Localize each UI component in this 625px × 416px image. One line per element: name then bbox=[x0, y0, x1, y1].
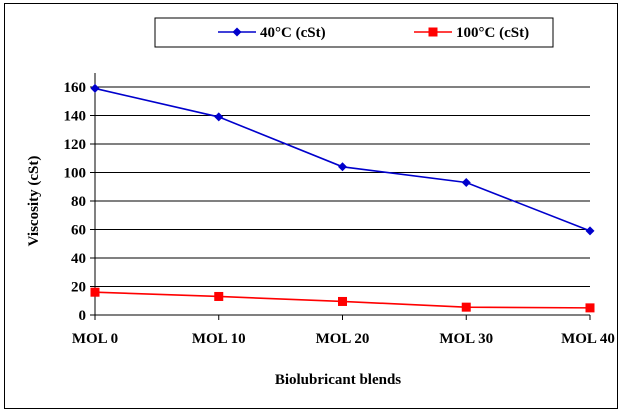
y-tick-label-60: 60 bbox=[71, 223, 86, 239]
y-tick-label-120: 120 bbox=[64, 137, 87, 153]
legend-marker-0 bbox=[232, 27, 242, 37]
chart-frame bbox=[4, 3, 618, 409]
x-tick-label-0: MOL 0 bbox=[72, 331, 118, 347]
legend-label-0: 40°C (cSt) bbox=[260, 25, 326, 41]
legend-label-1: 100°C (cSt) bbox=[456, 25, 529, 41]
y-tick-label-100: 100 bbox=[64, 166, 87, 182]
x-tick-label-2: MOL 20 bbox=[316, 331, 370, 347]
series-100c bbox=[90, 287, 595, 313]
y-tick-label-140: 140 bbox=[64, 109, 87, 125]
y-tick-label-80: 80 bbox=[71, 194, 86, 210]
data-point-0-3 bbox=[461, 177, 471, 187]
data-point-0-2 bbox=[338, 162, 347, 172]
series-group bbox=[90, 83, 595, 313]
y-axis-title: Viscosity (cSt) bbox=[26, 156, 42, 247]
data-point-1-2 bbox=[338, 296, 347, 306]
series-line-0 bbox=[94, 87, 591, 232]
data-point-0-0 bbox=[90, 83, 100, 93]
data-point-1-1 bbox=[214, 291, 224, 301]
data-point-0-1 bbox=[214, 112, 224, 122]
data-point-1-3 bbox=[461, 302, 471, 312]
legend-marker-1 bbox=[428, 27, 438, 37]
y-tick-label-160: 160 bbox=[64, 80, 87, 96]
series-40c bbox=[90, 83, 595, 236]
legend: 40°C (cSt) 100°C (cSt) bbox=[154, 17, 554, 48]
x-tick-label-1: MOL 10 bbox=[192, 331, 246, 347]
x-tick-label-3: MOL 30 bbox=[439, 331, 493, 347]
axes bbox=[90, 73, 591, 320]
y-tick-label-20: 20 bbox=[71, 280, 86, 296]
y-tick-label-0: 0 bbox=[79, 308, 87, 324]
x-axis-title: Biolubricant blends bbox=[275, 372, 401, 388]
data-point-0-4 bbox=[585, 226, 595, 236]
data-point-1-4 bbox=[585, 303, 595, 313]
gridlines bbox=[95, 86, 590, 287]
data-point-1-0 bbox=[90, 287, 100, 297]
y-tick-labels: 0 20 40 60 80 100 120 140 160 bbox=[64, 80, 87, 324]
x-tick-label-4: MOL 40 bbox=[561, 331, 615, 347]
x-tick-labels: MOL 0 MOL 10 MOL 20 MOL 30 MOL 40 bbox=[72, 331, 615, 347]
y-tick-label-40: 40 bbox=[71, 251, 86, 267]
